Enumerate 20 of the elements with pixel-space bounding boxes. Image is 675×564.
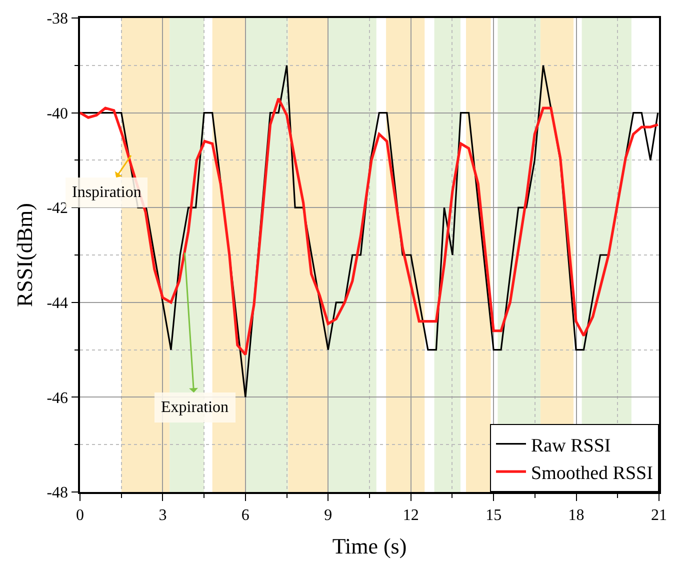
- y-tick-label: -40: [46, 105, 68, 122]
- legend-label: Raw RSSI: [531, 435, 611, 456]
- y-tick-label: -46: [46, 390, 68, 407]
- y-tick-label: -42: [46, 200, 68, 218]
- x-tick-label: 6: [241, 506, 250, 524]
- y-tick-label: -44: [46, 295, 68, 312]
- x-tick-label: 15: [486, 506, 502, 524]
- y-tick-label: -48: [46, 484, 68, 502]
- x-tick-label: 0: [76, 506, 84, 524]
- y-tick-label: -38: [46, 10, 68, 28]
- legend-label: Smoothed RSSI: [531, 462, 653, 484]
- annotation: Inspiration: [72, 184, 142, 201]
- x-tick-label: 21: [651, 506, 667, 524]
- x-tick-label: 18: [568, 506, 584, 524]
- y-axis-title: RSSI(dBm): [12, 203, 38, 307]
- x-tick-label: 3: [158, 506, 167, 524]
- x-axis-title: Time (s): [332, 533, 407, 558]
- annotation: Expiration: [161, 399, 229, 416]
- x-tick-label: 12: [402, 506, 419, 524]
- x-tick-label: 9: [324, 506, 332, 524]
